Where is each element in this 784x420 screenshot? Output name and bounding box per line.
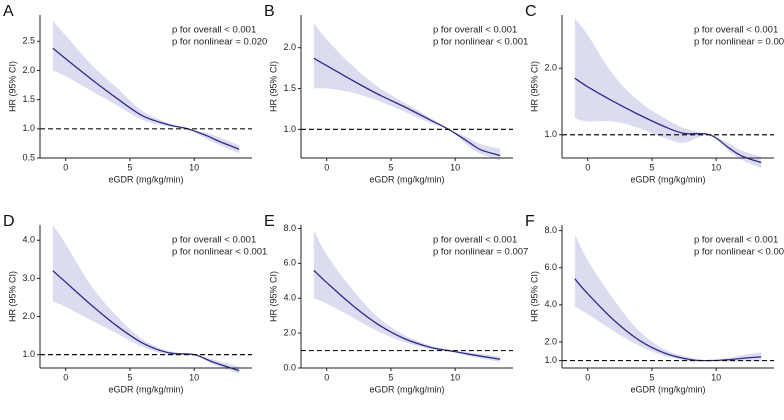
x-tick-label: 0 — [585, 372, 590, 382]
x-tick-label: 10 — [450, 162, 460, 172]
x-axis-label: eGDR (mg/kg/min) — [630, 174, 705, 184]
y-tick-label: 8.0 — [544, 225, 557, 235]
p-value-note: p for overall < 0.001 — [172, 235, 256, 246]
y-axis-label: HR (95% CI) — [268, 271, 278, 322]
hr-curve — [52, 47, 240, 150]
panel: B 1.0 1.5 2.0 0 5 10 eGDR (mg/kg/min) HR (95% CI… — [264, 3, 528, 184]
x-tick-label: 0 — [585, 162, 590, 172]
x-tick-label: 10 — [711, 162, 721, 172]
y-tick-label: 1.0 — [544, 129, 557, 139]
p-value-note: p for nonlinear = 0.001 — [694, 37, 784, 48]
y-axis-label: HR (95% CI) — [7, 61, 17, 112]
x-axis-label: eGDR (mg/kg/min) — [369, 384, 444, 394]
panel-letter: F — [525, 213, 535, 230]
x-tick-label: 5 — [388, 162, 393, 172]
y-tick-label: 2.5 — [22, 36, 35, 46]
x-axis-label: eGDR (mg/kg/min) — [108, 174, 183, 184]
x-tick-label: 10 — [189, 372, 199, 382]
x-axis-label: eGDR (mg/kg/min) — [369, 174, 444, 184]
ci-band — [52, 20, 240, 154]
y-tick-label: 0.0 — [283, 362, 296, 372]
x-tick-label: 10 — [450, 372, 460, 382]
y-tick-label: 4.0 — [22, 235, 35, 245]
y-tick-label: 4.0 — [544, 299, 557, 309]
y-tick-label: 0.5 — [22, 152, 35, 162]
y-axis-label: HR (95% CI) — [529, 61, 539, 112]
x-tick-label: 0 — [324, 372, 329, 382]
panel: A 0.5 1.0 1.5 2.0 2.5 0 5 10 eGDR (mg/kg/min) HR (… — [3, 3, 267, 184]
panel-letter: B — [264, 3, 275, 20]
p-value-note: p for nonlinear < 0.001 — [694, 247, 784, 258]
y-axis-label: HR (95% CI) — [529, 271, 539, 322]
p-value-note: p for overall < 0.001 — [433, 25, 517, 36]
p-value-note: p for nonlinear = 0.007 — [433, 247, 528, 258]
panel: F 1.0 2.0 4.0 6.0 8.0 0 5 10 eGDR (mg/kg/min) HR (… — [525, 213, 784, 394]
panel: E 0.0 2.0 4.0 6.0 8.0 0 5 10 eGDR (mg/kg/min) HR (… — [264, 213, 528, 394]
y-tick-label: 2.0 — [283, 327, 296, 337]
y-tick-label: 2.0 — [544, 336, 557, 346]
x-tick-label: 0 — [324, 162, 329, 172]
y-tick-label: 4.0 — [283, 293, 296, 303]
y-axis-label: HR (95% CI) — [7, 271, 17, 322]
x-tick-label: 5 — [649, 372, 654, 382]
x-tick-label: 5 — [388, 372, 393, 382]
x-tick-label: 0 — [63, 372, 68, 382]
x-tick-label: 10 — [711, 372, 721, 382]
panel: C 1.0 2.0 0 5 10 eGDR (mg/kg/min) HR (95% CI) p … — [525, 3, 784, 184]
panel: D 1.0 2.0 3.0 4.0 0 5 10 eGDR (mg/kg/min) HR (95%… — [3, 213, 267, 394]
x-axis-label: eGDR (mg/kg/min) — [630, 384, 705, 394]
p-value-note: p for nonlinear < 0.001 — [433, 37, 528, 48]
hr-curve — [313, 269, 501, 360]
hr-curve — [574, 278, 762, 362]
y-tick-label: 1.5 — [283, 83, 296, 93]
panel-letter: C — [525, 3, 537, 20]
y-tick-label: 1.0 — [544, 355, 557, 365]
p-value-note: p for overall < 0.001 — [433, 235, 517, 246]
y-tick-label: 1.0 — [22, 123, 35, 133]
hr-curve — [313, 57, 501, 157]
x-tick-label: 5 — [649, 162, 654, 172]
ci-band — [574, 234, 762, 362]
panel-letter: E — [264, 213, 275, 230]
p-value-note: p for overall < 0.001 — [694, 25, 778, 36]
y-tick-label: 2.0 — [22, 65, 35, 75]
y-tick-label: 6.0 — [283, 258, 296, 268]
y-tick-label: 2.0 — [544, 63, 557, 73]
panel-letter: A — [3, 3, 14, 20]
y-tick-label: 1.0 — [22, 349, 35, 359]
p-value-note: p for nonlinear = 0.020 — [172, 37, 267, 48]
y-tick-label: 8.0 — [283, 223, 296, 233]
y-tick-label: 6.0 — [544, 262, 557, 272]
x-tick-label: 0 — [63, 162, 68, 172]
ci-band — [313, 230, 501, 362]
y-axis-label: HR (95% CI) — [268, 61, 278, 112]
y-tick-label: 2.0 — [283, 42, 296, 52]
y-tick-label: 1.5 — [22, 94, 35, 104]
x-tick-label: 5 — [127, 372, 132, 382]
x-tick-label: 10 — [189, 162, 199, 172]
p-value-note: p for overall < 0.001 — [694, 235, 778, 246]
hr-curve — [574, 77, 762, 164]
ci-band — [313, 23, 501, 161]
y-tick-label: 1.0 — [283, 124, 296, 134]
ci-band — [52, 225, 240, 374]
p-value-note: p for overall < 0.001 — [172, 25, 256, 36]
p-value-note: p for nonlinear < 0.001 — [172, 247, 267, 258]
x-axis-label: eGDR (mg/kg/min) — [108, 384, 183, 394]
hr-curve — [52, 270, 240, 372]
y-tick-label: 3.0 — [22, 273, 35, 283]
y-tick-label: 2.0 — [22, 311, 35, 321]
x-tick-label: 5 — [127, 162, 132, 172]
ci-band — [574, 18, 762, 168]
panel-letter: D — [3, 213, 15, 230]
